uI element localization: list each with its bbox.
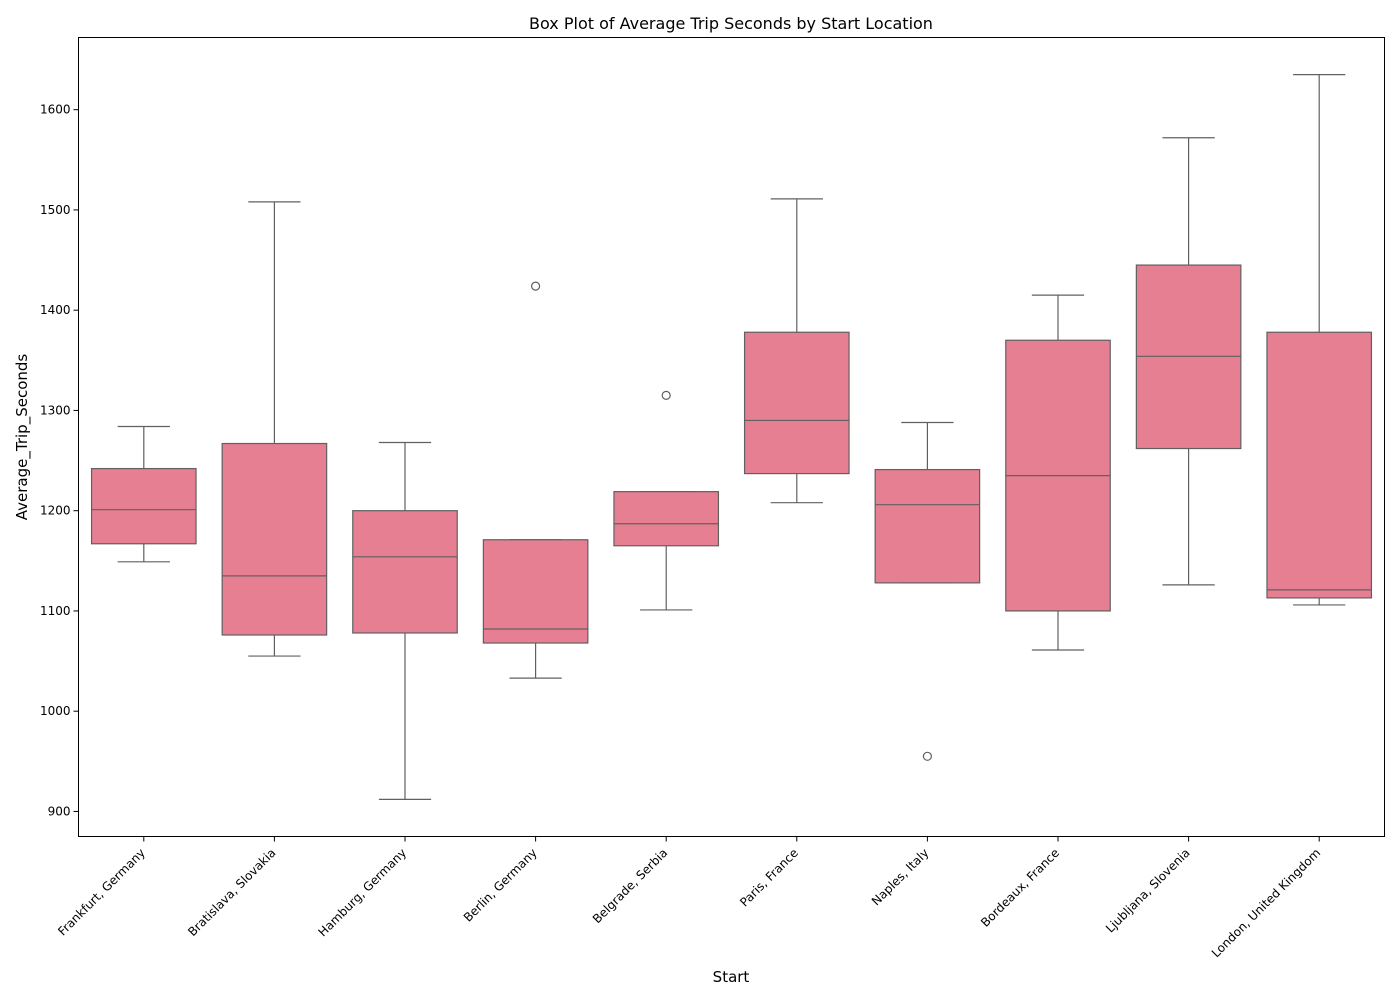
x-tick-label: Hamburg, Germany [315, 846, 409, 940]
box-group [613, 390, 720, 611]
y-tick-label: 900 [48, 804, 71, 818]
x-tick-label: Frankfurt, Germany [55, 846, 148, 939]
x-tick-label: Ljubljana, Slovenia [1103, 846, 1193, 936]
x-tick-label: Naples, Italy [869, 846, 932, 909]
y-axis-label: Average_Trip_Seconds [13, 354, 32, 521]
box-group [1005, 294, 1111, 651]
y-axis: 900 1000 1100 1200 1300 1400 1500 1600 [40, 103, 79, 818]
box-group [221, 201, 328, 657]
iqr-box [1266, 331, 1373, 599]
iqr-box [221, 442, 328, 636]
x-tick-label: London, United Kingdom [1209, 846, 1324, 961]
outlier-point [530, 281, 541, 291]
y-tick-label: 1000 [40, 704, 71, 718]
box-group [352, 441, 458, 801]
x-tick-label: Bratislava, Slovakia [185, 846, 278, 939]
outlier-point [661, 390, 671, 400]
x-tick-label: Bordeaux, France [978, 846, 1062, 930]
box-series [90, 73, 1373, 801]
box-group [1135, 137, 1242, 586]
y-tick-label: 1400 [40, 303, 71, 317]
y-tick-label: 1300 [40, 403, 71, 417]
x-tick-label: Berlin, Germany [461, 846, 540, 925]
y-tick-label: 1200 [40, 504, 71, 518]
iqr-box [90, 467, 197, 545]
iqr-box [352, 510, 458, 634]
y-tick-label: 1600 [40, 103, 71, 117]
x-tick-label: Belgrade, Serbia [590, 846, 670, 926]
chart-title: Box Plot of Average Trip Seconds by Star… [529, 14, 933, 33]
plot-area-frame [78, 37, 1385, 837]
outlier-point [922, 751, 933, 761]
iqr-box [743, 331, 850, 475]
x-tick-label: Paris, France [737, 846, 801, 910]
x-axis-label: Start [713, 968, 750, 986]
iqr-box [874, 468, 981, 584]
iqr-box [482, 539, 589, 644]
y-tick-label: 1100 [40, 604, 71, 618]
x-axis: Frankfurt, Germany Bratislava, Slovakia Ha… [55, 836, 1324, 961]
box-group [90, 425, 197, 563]
box-group [874, 421, 981, 761]
box-group [743, 198, 850, 504]
iqr-box [613, 491, 720, 547]
box-group [1266, 73, 1373, 606]
box-group [482, 281, 589, 679]
y-tick-label: 1500 [40, 203, 71, 217]
